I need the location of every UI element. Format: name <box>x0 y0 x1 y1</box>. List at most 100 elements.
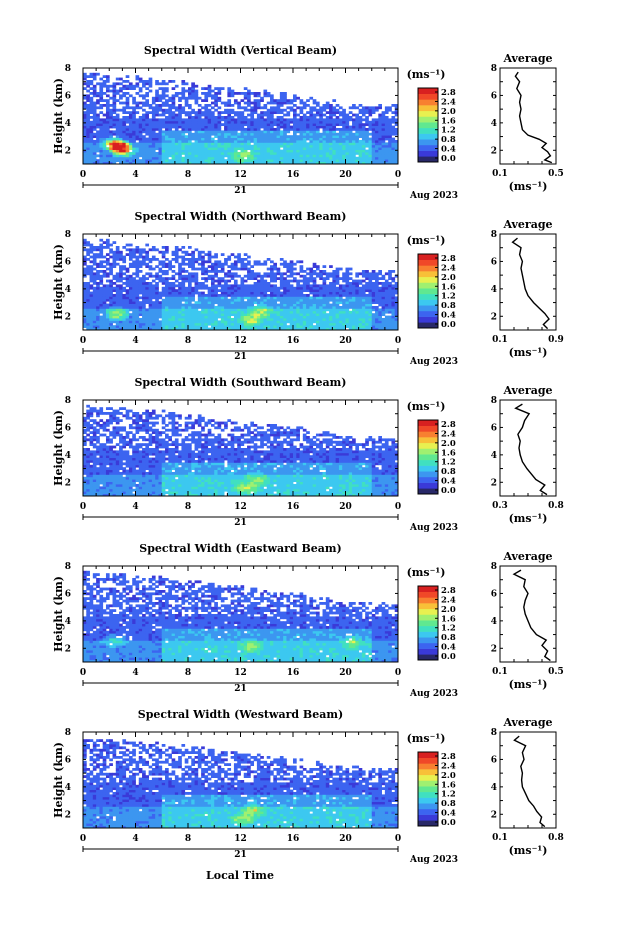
heatmap-cell <box>181 286 186 290</box>
heatmap-cell <box>335 318 340 321</box>
heatmap-cell <box>361 296 366 300</box>
heatmap-cell <box>201 265 205 268</box>
heatmap-cell <box>227 135 232 138</box>
heatmap-cell <box>132 250 136 254</box>
heatmap-cell <box>283 296 287 300</box>
heatmap-cell <box>204 92 209 95</box>
heatmap-cell <box>174 306 179 309</box>
heatmap-cell <box>112 298 117 302</box>
heatmap-cell <box>86 113 90 117</box>
heatmap-cell <box>378 123 382 126</box>
heatmap-cell <box>86 320 90 324</box>
colorbar-tick-label: 2.0 <box>441 107 456 117</box>
heatmap-cell <box>171 274 176 278</box>
heatmap-cell <box>342 128 346 131</box>
heatmap-cell <box>335 116 340 119</box>
heatmap-cell <box>207 320 212 324</box>
heatmap-cell <box>352 161 356 165</box>
heatmap-cell <box>188 147 192 150</box>
heatmap-cell <box>217 116 222 119</box>
heatmap-cell <box>338 298 343 302</box>
heatmap-cell <box>155 120 159 124</box>
heatmap-cell <box>89 296 94 300</box>
heatmap-cell <box>168 142 172 146</box>
heatmap-cell <box>325 142 330 146</box>
heatmap-cell <box>138 296 143 300</box>
heatmap-cell <box>279 298 284 302</box>
heatmap-cell <box>365 123 369 126</box>
heatmap-cell <box>102 75 107 78</box>
heatmap-cell <box>227 320 232 324</box>
heatmap-cell <box>299 296 304 300</box>
heatmap-cell <box>155 258 159 261</box>
heatmap-cell <box>342 113 346 117</box>
heatmap-cell <box>201 308 205 312</box>
heatmap-cell <box>230 92 235 95</box>
heatmap-cell <box>132 253 136 256</box>
heatmap-cell <box>197 142 202 146</box>
heatmap-cell <box>204 108 209 112</box>
heatmap-cell <box>289 152 294 155</box>
heatmap-cell <box>201 120 205 124</box>
heatmap-cell <box>302 320 307 324</box>
heatmap-cell <box>155 291 159 295</box>
heatmap-cell <box>178 267 182 271</box>
heatmap-cell <box>279 286 284 290</box>
heatmap-cell <box>309 108 314 112</box>
heatmap-cell <box>207 258 212 261</box>
heatmap-cell <box>89 255 94 259</box>
heatmap-cell <box>309 313 314 316</box>
heatmap-cell <box>322 142 327 146</box>
heatmap-cell <box>204 310 209 314</box>
heatmap-cell <box>83 123 87 126</box>
heatmap-cell <box>92 267 97 271</box>
heatmap-cell <box>329 140 333 143</box>
heatmap-cell <box>161 325 166 328</box>
heatmap-cell <box>158 106 163 110</box>
heatmap-cell <box>96 154 100 158</box>
heatmap-cell <box>279 104 284 107</box>
heatmap-cell <box>279 123 284 126</box>
heatmap-cell <box>355 149 360 153</box>
heatmap-cell <box>345 296 350 300</box>
heatmap-cell <box>371 118 376 122</box>
heatmap-cell <box>299 270 304 273</box>
heatmap-cell <box>135 272 140 276</box>
heatmap-cell <box>332 147 337 150</box>
heatmap-cell <box>384 318 389 321</box>
heatmap-cell <box>217 303 222 307</box>
heatmap-cell <box>128 258 133 261</box>
heatmap-cell <box>220 135 225 138</box>
heatmap-cell <box>256 284 261 288</box>
heatmap-cell <box>319 277 323 280</box>
heatmap-cell <box>224 147 228 150</box>
heatmap-cell <box>92 104 97 107</box>
heatmap-cell <box>214 120 218 124</box>
heatmap-cell <box>191 253 195 256</box>
heatmap-cell <box>168 265 172 268</box>
heatmap-cell <box>105 289 110 292</box>
heatmap-cell <box>345 147 350 150</box>
heatmap-cell <box>270 303 274 307</box>
heatmap-cell <box>197 135 202 138</box>
heatmap-cell <box>348 303 353 307</box>
heatmap-cell <box>325 120 330 124</box>
heatmap-cell <box>210 315 215 319</box>
heatmap-cell <box>378 320 382 324</box>
heatmap-cell <box>145 147 150 150</box>
heatmap-cell <box>148 272 153 276</box>
heatmap-cell <box>384 308 389 312</box>
heatmap-cell <box>135 258 140 261</box>
heatmap-cell <box>191 258 195 261</box>
heatmap-cell <box>312 123 317 126</box>
heatmap-cell <box>158 82 163 86</box>
heatmap-cell <box>358 142 363 146</box>
heatmap-cell <box>296 279 300 283</box>
heatmap-cell <box>355 116 360 119</box>
heatmap-cell <box>142 135 146 138</box>
heatmap-cell <box>332 327 337 331</box>
heatmap-cell <box>194 322 199 326</box>
heatmap-cell <box>335 313 340 316</box>
heatmap-cell <box>358 111 363 114</box>
heatmap-cell <box>115 159 120 162</box>
